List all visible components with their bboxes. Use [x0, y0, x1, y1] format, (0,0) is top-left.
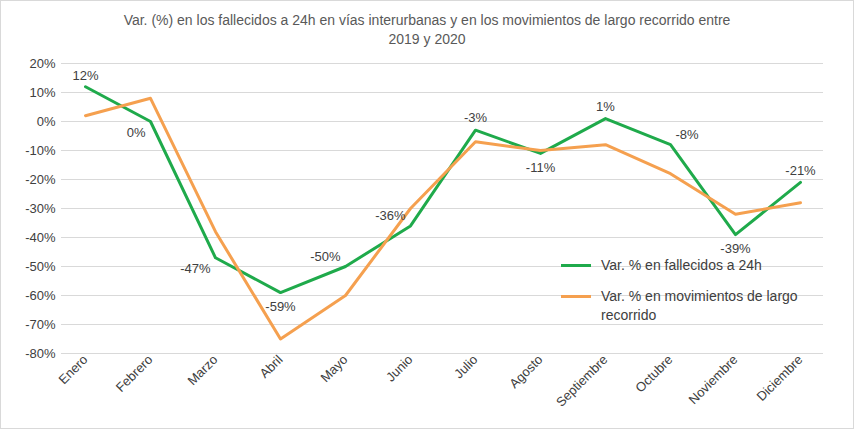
svg-text:-47%: -47% [180, 261, 211, 276]
svg-text:-10%: -10% [25, 143, 56, 158]
svg-text:-11%: -11% [526, 160, 556, 175]
svg-text:Marzo: Marzo [184, 352, 220, 388]
svg-text:-70%: -70% [25, 317, 56, 332]
svg-text:-36%: -36% [375, 208, 406, 223]
svg-text:0%: 0% [37, 114, 56, 129]
svg-text:1%: 1% [596, 99, 615, 114]
html-text:Var. % en movimientos de largo: Var. % en movimientos de largo recorrido [601, 288, 798, 323]
svg-text:Noviembre: Noviembre [686, 352, 741, 407]
svg-text:-59%: -59% [265, 299, 296, 314]
svg-text:Junio: Junio [383, 352, 416, 385]
svg-text:Mayo: Mayo [317, 352, 350, 385]
svg-text:Octubre: Octubre [632, 352, 675, 395]
svg-text:Julio: Julio [451, 352, 481, 382]
html-text:Var. % en fallecidos a 24h: Var. % en fallecidos a 24h [601, 257, 762, 273]
svg-text:12%: 12% [72, 68, 98, 83]
svg-text:-20%: -20% [25, 172, 56, 187]
svg-text:10%: 10% [29, 85, 55, 100]
svg-text:Enero: Enero [55, 352, 90, 387]
html-text:Var. (%) en los fallecidos a 2: Var. (%) en los fallecidos a 24h en vías… [123, 12, 731, 47]
svg-text:-80%: -80% [25, 346, 56, 361]
svg-text:0%: 0% [127, 125, 146, 140]
svg-text:-30%: -30% [25, 201, 56, 216]
svg-text:20%: 20% [29, 56, 55, 71]
svg-text:-40%: -40% [25, 230, 56, 245]
svg-text:-39%: -39% [720, 241, 751, 256]
svg-text:-8%: -8% [676, 127, 700, 142]
svg-text:Septiembre: Septiembre [553, 352, 611, 410]
svg-text:Abril: Abril [257, 352, 286, 381]
svg-text:-50%: -50% [25, 259, 56, 274]
svg-text:-3%: -3% [464, 110, 488, 125]
svg-text:Diciembre: Diciembre [754, 352, 806, 404]
svg-text:Agosto: Agosto [506, 352, 545, 391]
svg-text:Febrero: Febrero [113, 352, 156, 395]
svg-text:-60%: -60% [25, 288, 56, 303]
svg-text:-50%: -50% [310, 249, 341, 264]
svg-text:-21%: -21% [785, 163, 816, 178]
